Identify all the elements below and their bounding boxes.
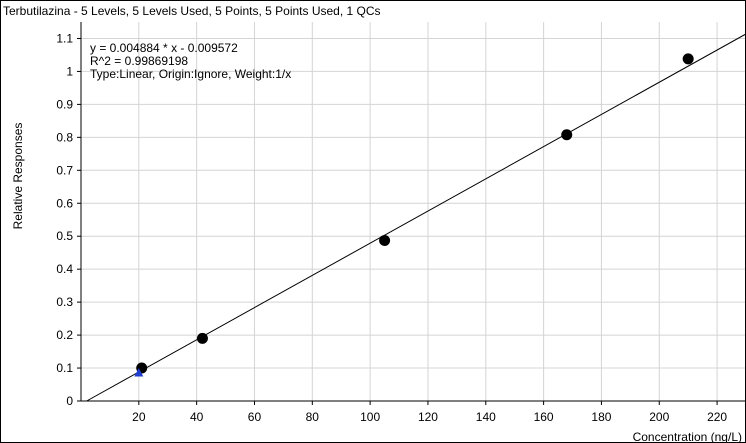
x-tick-label: 100 — [360, 410, 380, 424]
y-tick-label: 1 — [66, 64, 73, 78]
x-tick-label: 120 — [418, 410, 438, 424]
x-tick-label: 20 — [132, 410, 146, 424]
x-tick-label: 80 — [306, 410, 320, 424]
y-tick-label: 0.8 — [56, 130, 73, 144]
annotation-line: y = 0.004884 * x - 0.009572 — [90, 41, 238, 55]
x-tick-label: 140 — [476, 410, 496, 424]
y-tick-label: 0 — [66, 394, 73, 408]
data-points — [134, 53, 694, 377]
y-tick-label: 0.3 — [56, 295, 73, 309]
x-tick-label: 200 — [649, 410, 669, 424]
x-tick-label: 160 — [534, 410, 554, 424]
y-tick-label: 0.6 — [56, 196, 73, 210]
y-tick-label: 0.5 — [56, 229, 73, 243]
calibration-point — [561, 129, 573, 141]
y-tick-label: 0.4 — [56, 262, 73, 276]
qc-point — [134, 367, 144, 377]
annotation-line: R^2 = 0.99869198 — [90, 54, 188, 68]
x-tick-label: 180 — [591, 410, 611, 424]
fit-line-group — [86, 33, 745, 402]
calibration-point — [379, 235, 391, 247]
y-tick-label: 0.9 — [56, 97, 73, 111]
y-tick-label: 0.2 — [56, 328, 73, 342]
x-tick-label: 40 — [190, 410, 204, 424]
axes — [77, 22, 745, 405]
x-tick-label: 220 — [707, 410, 727, 424]
y-tick-label: 1.1 — [56, 31, 73, 45]
x-tick-label: 60 — [248, 410, 262, 424]
regression-line — [86, 33, 745, 402]
y-tick-label: 0.7 — [56, 163, 73, 177]
calibration-point — [682, 53, 694, 65]
annotation-line: Type:Linear, Origin:Ignore, Weight:1/x — [90, 67, 291, 81]
y-tick-label: 0.1 — [56, 361, 73, 375]
x-axis-label: Concentration (ng/L) — [633, 430, 742, 442]
chart-title: Terbutilazina - 5 Levels, 5 Levels Used,… — [3, 4, 381, 18]
calibration-point — [196, 332, 208, 344]
tick-labels: 20 40 60 80 100 120 140 160 180 200 220 0 0.1 0.2 0.3 0… — [56, 31, 727, 424]
y-axis-label: Relative Responses — [11, 123, 25, 230]
